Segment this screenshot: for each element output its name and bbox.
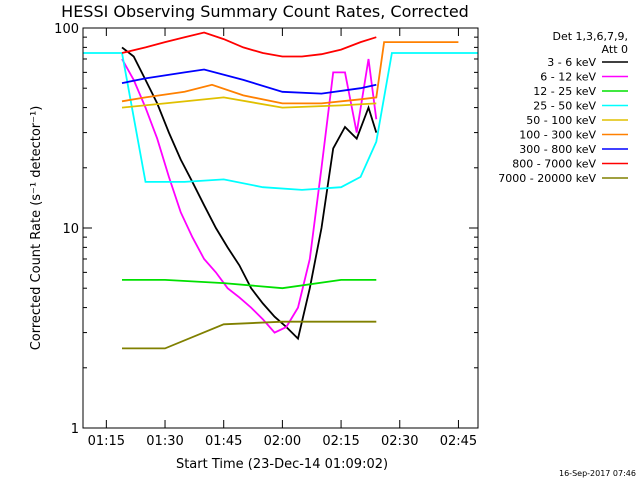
x-tick-label: 02:00 <box>264 434 301 449</box>
legend-label: 6 - 12 keV <box>540 71 596 84</box>
series-line-8 <box>121 31 377 58</box>
legend-header-line: Det 1,3,6,7,9, <box>552 30 628 43</box>
plot-area <box>82 31 478 350</box>
x-tick-label: 01:30 <box>146 434 183 449</box>
series-line-7 <box>121 68 377 95</box>
y-tick-label: 100 <box>54 22 79 37</box>
x-tick-label: 01:15 <box>88 434 125 449</box>
legend-label: 100 - 300 keV <box>519 129 596 142</box>
legend-label: 12 - 25 keV <box>533 85 596 98</box>
y-axis-label: Corrected Count Rate (s⁻¹ detector⁻¹) <box>29 106 44 351</box>
legend-header-line: Att 0 <box>602 43 628 56</box>
x-tick-label: 02:15 <box>322 434 359 449</box>
x-tick-label: 02:45 <box>440 434 477 449</box>
series-line-4 <box>82 52 478 191</box>
legend-label: 3 - 6 keV <box>547 56 596 69</box>
y-tick-label: 10 <box>62 222 79 237</box>
legend-label: 50 - 100 keV <box>526 114 596 127</box>
legend-label: 25 - 50 keV <box>533 100 596 113</box>
legend-label: 800 - 7000 keV <box>512 158 596 171</box>
axis-ticks: 01:15 01:30 01:45 02:00 02:15 02:30 02:45 1 10 10… <box>54 22 478 449</box>
series-line-6 <box>121 41 459 105</box>
legend-label: 300 - 800 keV <box>519 143 596 156</box>
series-line-9 <box>122 320 377 350</box>
series-line-5 <box>121 96 377 109</box>
x-axis-label: Start Time (23-Dec-14 01:09:02) <box>176 457 388 472</box>
x-tick-label: 02:30 <box>381 434 418 449</box>
series-line-2 <box>121 58 378 334</box>
y-tick-label: 1 <box>71 422 79 437</box>
legend-label: 7000 - 20000 keV <box>498 172 596 185</box>
legend: Det 1,3,6,7,9,Att 0 3 - 6 keV 6 - 12 keV12… <box>498 30 628 185</box>
series-line-1 <box>121 46 378 341</box>
generation-timestamp: 16-Sep-2017 07:46 <box>559 469 636 478</box>
x-tick-label: 01:45 <box>205 434 242 449</box>
plot-frame <box>82 27 479 429</box>
chart-title: HESSI Observing Summary Count Rates, Cor… <box>61 2 469 21</box>
series-line-3 <box>122 278 377 290</box>
